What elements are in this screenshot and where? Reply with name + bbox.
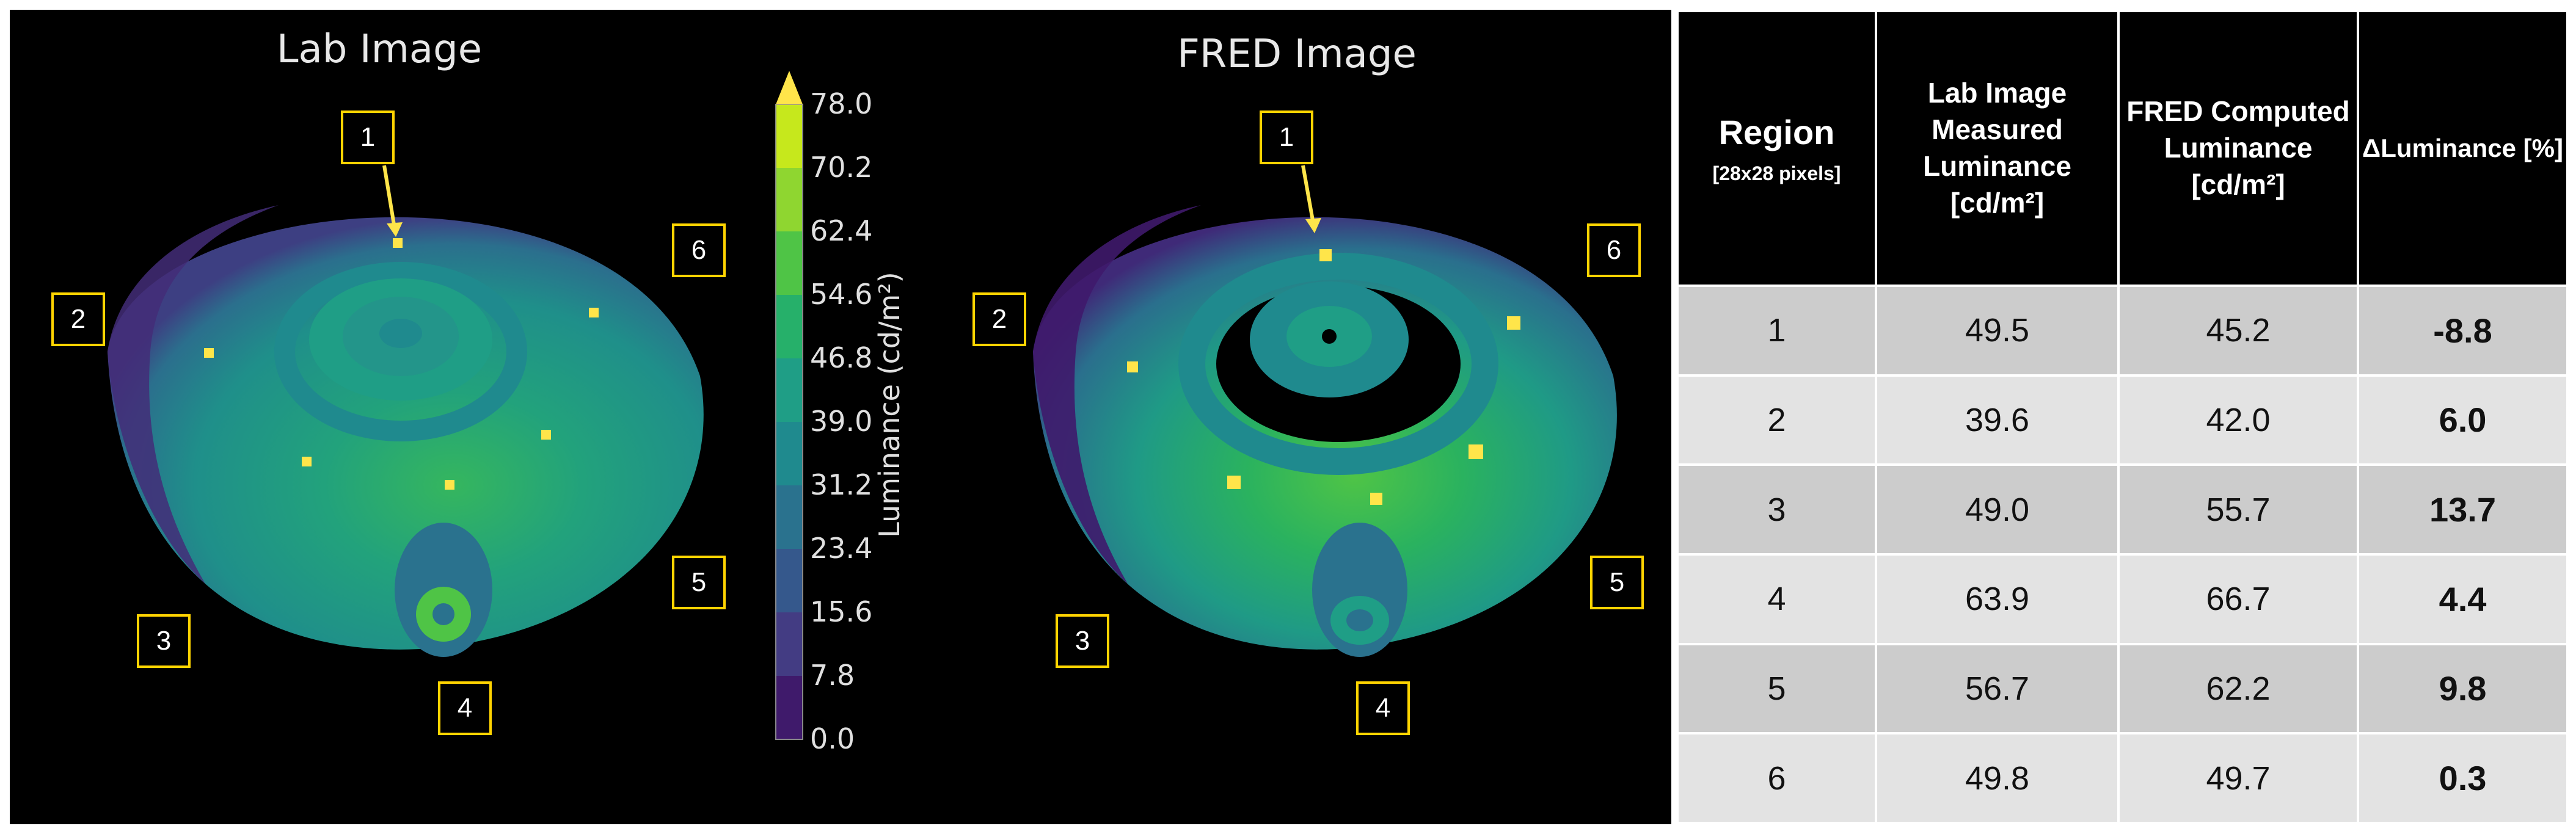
colorbar-band (776, 104, 803, 169)
colorbar-tick-label: 62.4 (810, 214, 873, 247)
lab-region-marker-5 (541, 430, 551, 440)
lab-region-marker-4 (445, 480, 454, 490)
fred-image-title: FRED Image (1177, 32, 1417, 77)
lab-value-cell: 63.9 (1875, 553, 2120, 645)
lab-region-marker-3 (302, 457, 312, 466)
table-row: 3 49.0 55.7 13.7 (1676, 463, 2569, 556)
delta-value-cell: 13.7 (2357, 463, 2569, 556)
lab-column-header: Lab Image Measured Luminance [cd/m²] (1875, 10, 2120, 287)
colorbar-band (776, 676, 803, 740)
lab-value-cell: 49.0 (1875, 463, 2120, 556)
table-row: 2 39.6 42.0 6.0 (1676, 374, 2569, 466)
fred-region-marker-5 (1469, 444, 1483, 459)
fred-value-cell: 42.0 (2117, 374, 2359, 466)
colorbar-band (776, 168, 803, 232)
fred-region-box-6: 6 (1587, 223, 1641, 277)
fred-region-box-5: 5 (1590, 556, 1644, 609)
colorbar-tick-label: 15.6 (810, 595, 873, 628)
table-header-row: Region [28x28 pixels] Lab Image Measured… (1676, 10, 2569, 287)
lab-region-box-6: 6 (672, 223, 726, 277)
fred-region-box-4: 4 (1356, 681, 1410, 735)
lab-region-box-5: 5 (672, 556, 726, 609)
colorbar-band (776, 358, 803, 422)
colorbar-tick-label: 23.4 (810, 532, 873, 565)
region-cell: 5 (1676, 642, 1877, 735)
delta-value-cell: 6.0 (2357, 374, 2569, 466)
colorbar (775, 71, 803, 740)
luminance-image-panel: Lab Image 1 2 3 4 5 6 (10, 10, 1671, 824)
table-row: 1 49.5 45.2 -8.8 (1676, 285, 2569, 377)
colorbar-tick-label: 0.0 (810, 722, 855, 755)
lab-region-marker-6 (589, 308, 599, 317)
region-cell: 6 (1676, 732, 1877, 824)
colorbar-band (776, 295, 803, 359)
lab-region-box-1: 1 (341, 111, 395, 164)
lab-region-marker-1 (393, 238, 403, 248)
region-cell: 1 (1676, 285, 1877, 377)
fred-region-box-2: 2 (972, 292, 1026, 346)
fred-value-cell: 62.2 (2117, 642, 2359, 735)
region-cell: 4 (1676, 553, 1877, 645)
region-column-header: Region [28x28 pixels] (1676, 10, 1877, 287)
colorbar-band (776, 485, 803, 549)
lab-region-box-3: 3 (137, 614, 191, 668)
lab-value-cell: 49.5 (1875, 285, 2120, 377)
lab-value-cell: 56.7 (1875, 642, 2120, 735)
region-header-sublabel: [28x28 pixels] (1712, 162, 1841, 184)
lab-image-title: Lab Image (276, 27, 483, 72)
region-cell: 3 (1676, 463, 1877, 556)
fred-image (1033, 165, 1617, 657)
colorbar-band (776, 422, 803, 486)
fred-region-marker-4 (1370, 493, 1382, 505)
colorbar-band (776, 231, 803, 296)
table-row: 4 63.9 66.7 4.4 (1676, 553, 2569, 645)
delta-value-cell: 0.3 (2357, 732, 2569, 824)
delta-value-cell: 4.4 (2357, 553, 2569, 645)
delta-value-cell: -8.8 (2357, 285, 2569, 377)
colorbar-title: Luminance (cd/m²) (873, 272, 906, 538)
colorbar-band (776, 612, 803, 676)
delta-column-header: ΔLuminance [%] (2357, 10, 2569, 287)
luminance-comparison-table-panel: Region [28x28 pixels] Lab Image Measured… (1676, 10, 2569, 824)
fred-region-box-1: 1 (1260, 111, 1313, 164)
fred-column-header: FRED Computed Luminance [cd/m²] (2117, 10, 2359, 287)
table-body: 1 49.5 45.2 -8.8 2 39.6 42.0 6.0 3 49.0 55.7 13.7 4 6… (1676, 285, 2569, 824)
fred-region-marker-1 (1319, 249, 1332, 261)
fred-value-cell: 55.7 (2117, 463, 2359, 556)
table-row: 5 56.7 62.2 9.8 (1676, 642, 2569, 735)
fred-region-box-3: 3 (1056, 614, 1109, 668)
fred-value-cell: 49.7 (2117, 732, 2359, 824)
fred-region-marker-2 (1127, 361, 1138, 372)
colorbar-max-arrow (776, 71, 803, 104)
table-row: 6 49.8 49.7 0.3 (1676, 732, 2569, 824)
lab-region-marker-2 (204, 348, 214, 358)
lab-value-cell: 39.6 (1875, 374, 2120, 466)
fred-value-cell: 45.2 (2117, 285, 2359, 377)
colorbar-tick-label: 70.2 (810, 151, 873, 184)
luminance-comparison-table: Region [28x28 pixels] Lab Image Measured… (1676, 10, 2569, 824)
colorbar-tick-label: 78.0 (810, 87, 873, 120)
lab-value-cell: 49.8 (1875, 732, 2120, 824)
fred-region-marker-6 (1507, 316, 1520, 330)
colorbar-band (776, 549, 803, 613)
delta-value-cell: 9.8 (2357, 642, 2569, 735)
region-cell: 2 (1676, 374, 1877, 466)
lab-image (108, 165, 704, 657)
colorbar-tick-label: 54.6 (810, 278, 873, 311)
lab-region-box-4: 4 (438, 681, 492, 735)
lab-region-box-2: 2 (51, 292, 105, 346)
colorbar-tick-label: 7.8 (810, 659, 855, 692)
colorbar-tick-label: 46.8 (810, 341, 873, 374)
colorbar-tick-label: 31.2 (810, 468, 873, 501)
region-header-label: Region (1718, 112, 1835, 151)
fred-value-cell: 66.7 (2117, 553, 2359, 645)
colorbar-tick-label: 39.0 (810, 405, 873, 438)
fred-region-marker-3 (1227, 476, 1241, 489)
